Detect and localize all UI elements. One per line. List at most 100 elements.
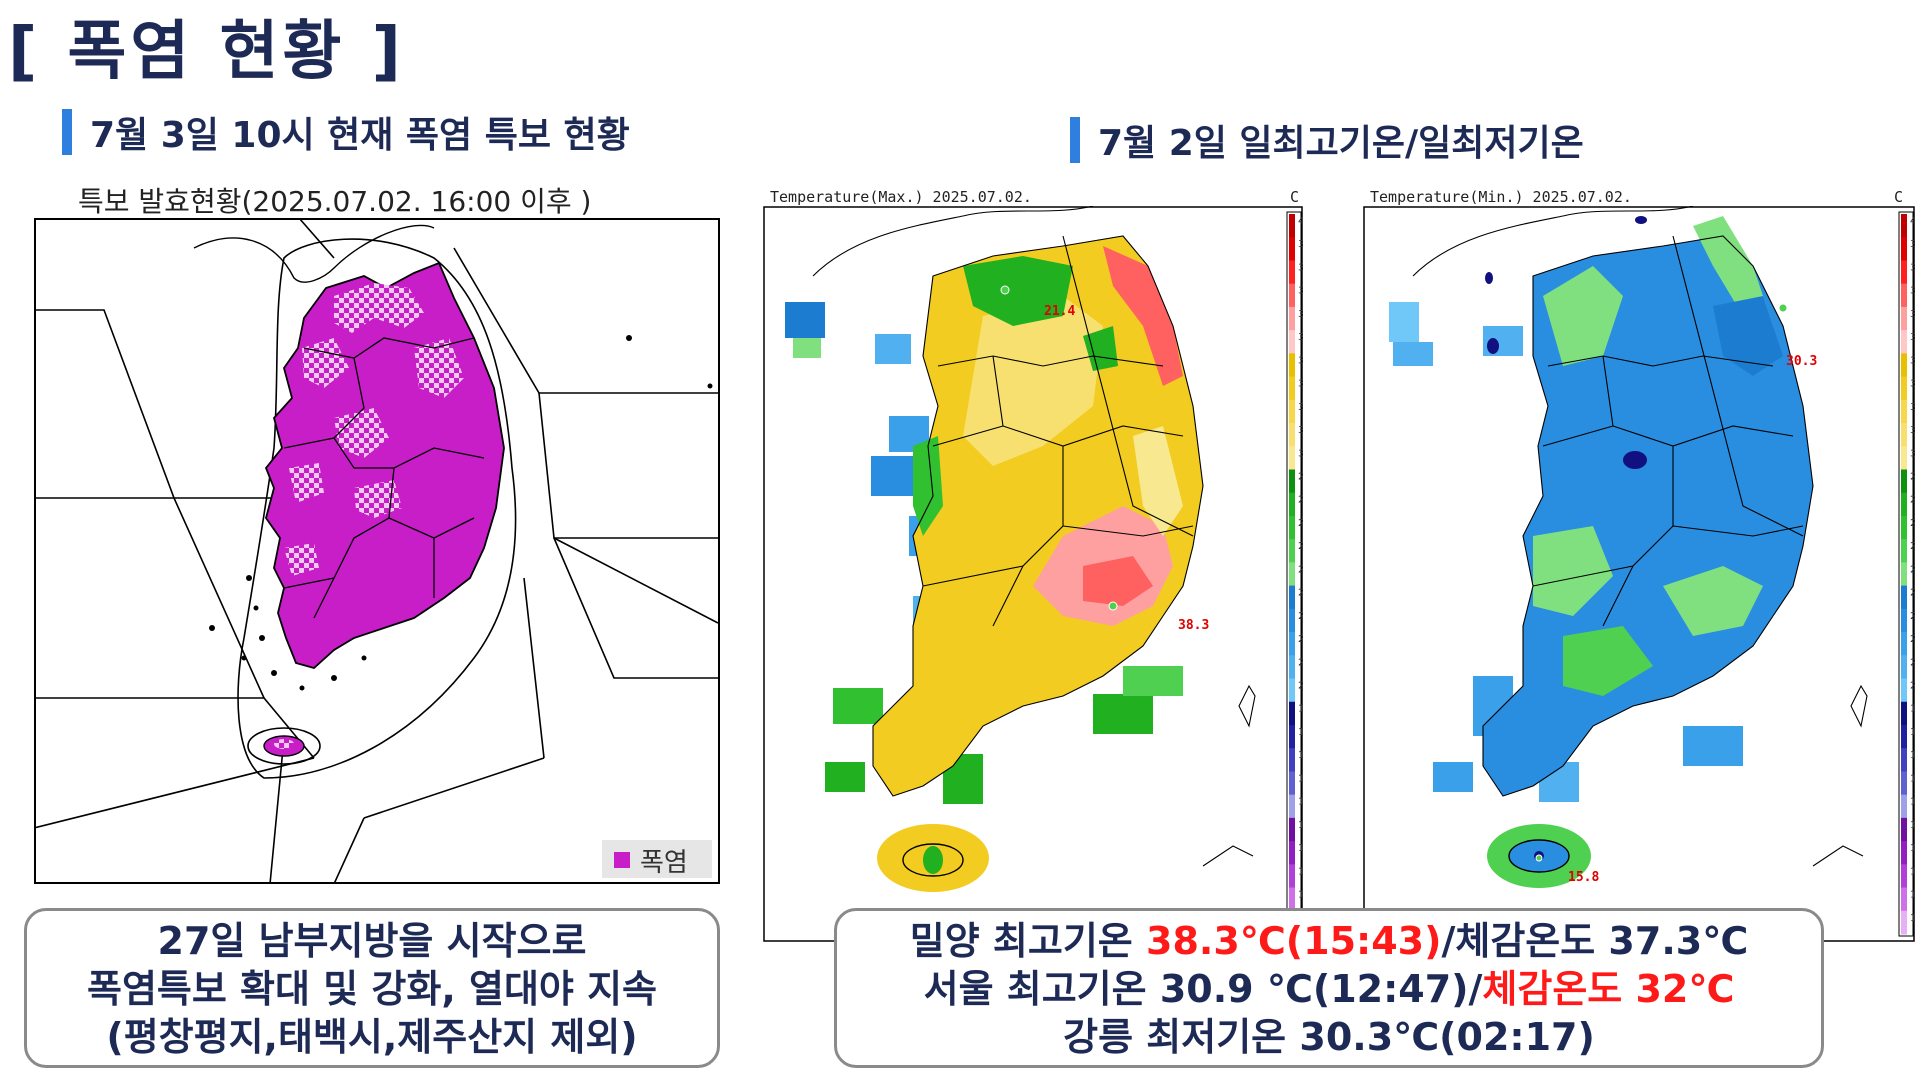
- colorbar-segment: [1901, 817, 1907, 842]
- summary-line-miryang: 밀양 최고기온 38.3℃(15:43)/체감온도 37.3℃: [837, 917, 1821, 965]
- colorbar-tick-label: 17: [1910, 750, 1915, 761]
- page-title: [ 폭염 현황 ]: [8, 15, 405, 89]
- colorbar-segment: [1901, 423, 1907, 447]
- heading-accent-bar: [62, 109, 72, 155]
- cool-zone: [1083, 326, 1118, 371]
- colorbar-tick-label: 35: [1298, 332, 1303, 343]
- province-boundaries: [283, 337, 485, 619]
- colorbar-segment: [1901, 562, 1907, 587]
- colorbar-segment: [1901, 655, 1907, 680]
- colorbar-segment: [1901, 771, 1907, 796]
- colorbar-segment: [1901, 306, 1907, 331]
- warning-section-heading: 7월 3일 10시 현재 폭염 특보 현황: [62, 106, 630, 158]
- colorbar-segment: [1289, 841, 1295, 865]
- sea-zone-boundaries: [34, 218, 719, 884]
- station-marker-max-low: [1000, 285, 1010, 295]
- min-temperature-map: 40 39 38 37 36 35 34 33 32 31 30 29 28 27 26 25 24 23 22 21…: [1363, 206, 1915, 942]
- cold-spot: [1635, 216, 1647, 224]
- colorbar-tick-label: 26: [1910, 541, 1915, 552]
- colorbar-segment: [1901, 864, 1907, 889]
- colorbar-tick-label: 33: [1298, 379, 1303, 390]
- coastlines-and-boundaries: [812, 206, 1256, 867]
- colorbar-segment: [1289, 306, 1295, 331]
- hot-zone-core: [1083, 556, 1153, 606]
- colorbar-segment: [1901, 330, 1907, 354]
- colorbar-tick-label: 36: [1910, 309, 1915, 320]
- summary-line: 27일 남부지방을 시작으로: [157, 919, 587, 963]
- heat-advisory-area: [289, 463, 324, 503]
- warm-zone: [1533, 526, 1613, 616]
- cool-zone: [1713, 296, 1783, 376]
- colorbar-segment: [1901, 678, 1907, 703]
- colorbar-segment: [1289, 771, 1295, 796]
- colorbar-tick-label: 21: [1910, 657, 1915, 668]
- colorbar-tick-label: 33: [1910, 379, 1915, 390]
- colorbar-segment: [1289, 423, 1295, 447]
- max-temp-min-label: 21.4: [1044, 304, 1076, 319]
- colorbar-tick-label: 29: [1298, 471, 1303, 482]
- colorbar-ticks: 40 39 38 37 36 35 34 33 32 31 30 29 28 27 26 25 24 23 22 21…: [1910, 216, 1915, 924]
- colorbar-tick-label: 37: [1298, 286, 1303, 297]
- coastal-buffer-line: [237, 238, 517, 779]
- station-marker-min-low: [1535, 854, 1543, 862]
- colorbar-segment: [1901, 701, 1907, 726]
- summary-text: 서울 최고기온 30.9 ℃(12:47)/: [923, 967, 1483, 1011]
- colorbar-segment: [1289, 608, 1295, 633]
- colorbar-segment: [1289, 515, 1295, 540]
- summary-highlight: 체감온도 32℃: [1482, 967, 1735, 1011]
- colorbar-segment: [1289, 562, 1295, 587]
- warm-zone: [963, 296, 1103, 466]
- colorbar-segment: [1901, 632, 1907, 656]
- summary-line-seoul: 서울 최고기온 30.9 ℃(12:47)/체감온도 32℃: [837, 965, 1821, 1013]
- colorbar-tick-label: 30: [1910, 448, 1915, 459]
- colorbar-tick-label: 25: [1298, 564, 1303, 575]
- colorbar-tick-label: 38: [1298, 262, 1303, 273]
- colorbar-tick-label: 18: [1910, 727, 1915, 738]
- colorbar-segment: [1289, 817, 1295, 842]
- heat-warning-map: [34, 218, 720, 884]
- colorbar-tick-label: 22: [1298, 634, 1303, 645]
- temperature-summary-box: 밀양 최고기온 38.3℃(15:43)/체감온도 37.3℃ 서울 최고기온 …: [834, 908, 1824, 1068]
- colorbar-segment: [1901, 841, 1907, 865]
- colorbar-tick-label: 28: [1910, 495, 1915, 506]
- colorbar-tick-label: 14: [1910, 820, 1915, 831]
- heat-advisory-area: [414, 338, 464, 398]
- colorbar-tick-label: 25: [1910, 564, 1915, 575]
- colorbar-segment: [1901, 469, 1907, 494]
- island-specks: [209, 335, 713, 691]
- colorbar-ticks: 40 39 38 37 36 35 34 33 32 31 30 29 28 27 26 25 24 23 22 21…: [1298, 216, 1303, 924]
- colorbar-segment: [1901, 515, 1907, 540]
- colorbar-segment: [1901, 260, 1907, 285]
- colorbar-segment: [1901, 887, 1907, 912]
- station-marker-max-high: [1108, 601, 1118, 611]
- colorbar-segment: [1289, 701, 1295, 726]
- colorbar-tick-label: 10: [1910, 913, 1915, 924]
- colorbar-tick-label: 28: [1298, 495, 1303, 506]
- colorbar-segment: [1901, 283, 1907, 308]
- max-temp-land-field: [873, 236, 1203, 796]
- colorbar-tick-label: 26: [1298, 541, 1303, 552]
- summary-highlight: 38.3℃(15:43): [1146, 919, 1442, 963]
- colorbar-segment: [1901, 794, 1907, 819]
- summary-line-gangneung: 강릉 최저기온 30.3℃(02:17): [1063, 1015, 1595, 1059]
- max-temp-map-caption: Temperature(Max.) 2025.07.02.: [770, 188, 1032, 206]
- colorbar-tick-label: 29: [1910, 471, 1915, 482]
- summary-text: /체감온도 37.3℃: [1441, 919, 1749, 963]
- colorbar-tick-label: 16: [1298, 773, 1303, 784]
- northern-coastline: [193, 224, 435, 283]
- jeju-buffer-line: [247, 727, 321, 765]
- heat-advisory-area: [284, 543, 319, 576]
- colorbar-segment: [1901, 237, 1907, 261]
- heading-accent-bar: [1070, 117, 1080, 163]
- colorbar-segment: [1901, 748, 1907, 772]
- colorbar-tick-label: 39: [1298, 239, 1303, 250]
- colorbar-tick-label: 36: [1298, 309, 1303, 320]
- warning-summary-box: 27일 남부지방을 시작으로 폭염특보 확대 및 강화, 열대야 지속 (평창평…: [24, 908, 720, 1068]
- warm-zone: [1563, 626, 1653, 696]
- colorbar-tick-label: 12: [1910, 866, 1915, 877]
- colorbar-tick-label: 12: [1298, 866, 1303, 877]
- colorbar-segment: [1901, 214, 1907, 238]
- colorbar-tick-label: 38: [1910, 262, 1915, 273]
- heat-warning-legend-swatch: [614, 852, 630, 868]
- min-temp-low-label: 15.8: [1568, 870, 1600, 885]
